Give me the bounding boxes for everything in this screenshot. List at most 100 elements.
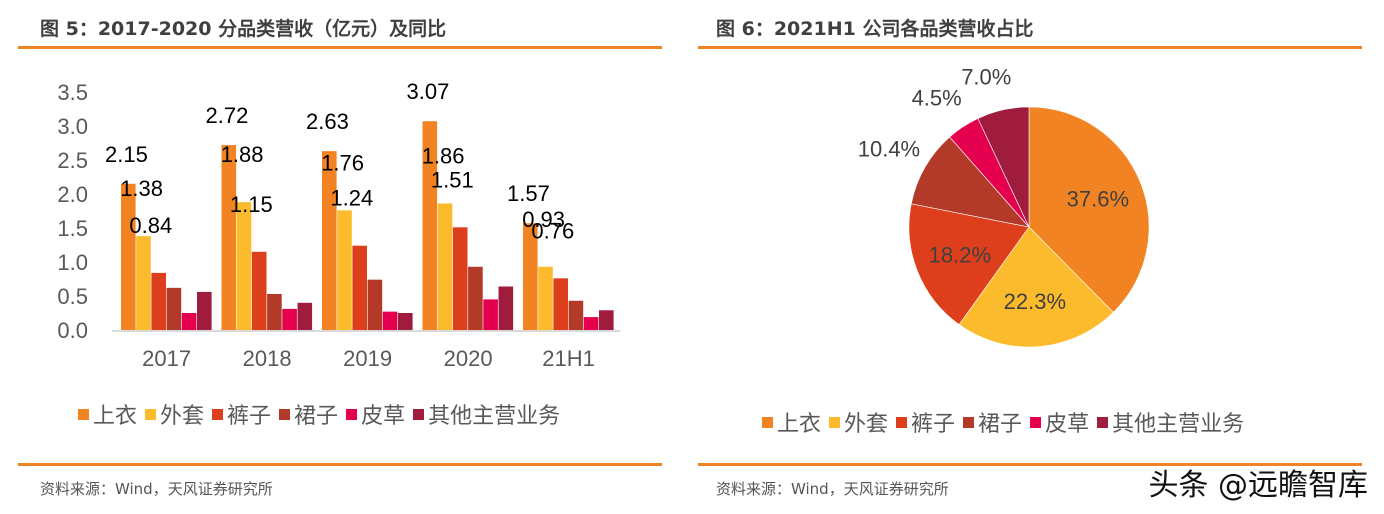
legend-label: 上衣 <box>777 412 822 437</box>
bar-裙子-2019 <box>367 279 383 330</box>
legend-item: 裙子 <box>963 406 1022 438</box>
slice-label: 7.0% <box>961 65 1011 90</box>
bar-其他主营业务-2018 <box>297 302 313 330</box>
data-labels: 2.15 1.38 0.84 2.72 1.88 1.15 2.63 1.76 1.24 3.07… <box>105 79 574 243</box>
bar-裤子-2019 <box>352 245 367 330</box>
legend-swatch <box>896 416 908 428</box>
bar-其他主营业务-21H1 <box>599 310 614 330</box>
pie-chart: 37.6% 22.3% 18.2% 10.4% 4.5%7.0% <box>858 65 1150 348</box>
pie-slice-裤子 <box>908 203 1030 325</box>
slice-label: 10.4% <box>858 136 920 161</box>
legend-swatch <box>1097 416 1109 428</box>
bar-chart-title: 图 5：2017-2020 分品类营收（亿元）及同比 <box>40 18 447 40</box>
watermark: 头条 @远瞻智库 <box>1148 468 1368 503</box>
bar-其他主营业务-2017 <box>197 291 212 330</box>
legend-label: 裤子 <box>227 404 272 429</box>
pie-slice-外套 <box>958 226 1114 348</box>
bar-皮草-2019 <box>382 311 398 330</box>
bar-裙子-2018 <box>267 293 282 330</box>
data-label: 1.76 <box>321 150 364 175</box>
legend-swatch <box>762 416 773 428</box>
bars <box>121 121 614 330</box>
slice-label: 22.3% <box>1004 289 1066 314</box>
bar-外套-2020 <box>437 203 453 330</box>
bar-上衣-21H1 <box>523 223 538 330</box>
bar-裤子-2020 <box>452 227 468 330</box>
bar-chart: 0.0 0.5 1.0 1.5 2.0 2.5 3.0 3.5 2017 2018 2019 202… <box>57 79 621 371</box>
bar-外套-2017 <box>136 236 151 330</box>
legend-item: 裙子 <box>279 398 338 430</box>
bar-chart-panel: 图 5：2017-2020 分品类营收（亿元）及同比 0.0 0.5 1.0 1.5 2… <box>0 0 690 514</box>
bar-外套-2018 <box>236 202 252 330</box>
slice-label: 4.5% <box>912 86 962 111</box>
legend-item: 裤子 <box>212 398 271 430</box>
data-label: 2.63 <box>306 109 349 134</box>
bar-chart-legend: 上衣 外套 裤子 裙子 皮草 其他主营业务 <box>78 398 568 430</box>
legend-swatch <box>413 408 425 420</box>
legend-label: 其他主营业务 <box>428 404 561 429</box>
bar-裤子-2018 <box>251 251 267 330</box>
data-label: 1.57 <box>507 181 550 206</box>
bar-裙子-2020 <box>468 266 483 330</box>
legend-swatch <box>963 416 975 428</box>
legend-item: 其他主营业务 <box>413 398 560 430</box>
footer-rule <box>698 463 1362 466</box>
data-label: 1.86 <box>422 144 465 169</box>
bar-其他主营业务-2020 <box>498 286 514 330</box>
x-axis: 2017 2018 2019 2020 21H1 <box>142 346 595 371</box>
y-tick-label: 1.0 <box>57 250 88 275</box>
source-note: 资料来源：Wind，天风证券研究所 <box>40 480 273 498</box>
y-tick-label: 1.5 <box>57 216 88 241</box>
legend-item: 外套 <box>829 406 888 438</box>
legend-swatch <box>346 408 358 420</box>
legend-label: 上衣 <box>93 404 138 429</box>
title-rule <box>18 46 662 49</box>
data-label: 2.15 <box>105 142 148 167</box>
pie-slice-其他主营业务 <box>977 106 1030 228</box>
x-tick-label: 2019 <box>343 346 392 371</box>
y-tick-label: 0.5 <box>57 284 88 309</box>
footer-rule <box>18 463 662 466</box>
slice-labels: 37.6% 22.3% 18.2% 10.4% 4.5%7.0% <box>858 65 1129 315</box>
source-note: 资料来源：Wind，天风证券研究所 <box>716 480 949 498</box>
legend-swatch <box>145 408 157 420</box>
y-tick-label: 2.0 <box>57 182 88 207</box>
data-label: 1.15 <box>230 192 273 217</box>
bar-上衣-2020 <box>422 121 438 330</box>
legend-item: 外套 <box>145 398 204 430</box>
x-tick-label: 2020 <box>444 346 493 371</box>
bar-裙子-2017 <box>166 287 182 330</box>
data-label: 1.88 <box>221 142 264 167</box>
bar-上衣-2017 <box>121 183 136 330</box>
bar-皮草-2018 <box>282 308 297 330</box>
bar-皮草-21H1 <box>583 317 599 330</box>
legend-item: 上衣 <box>762 406 821 438</box>
legend-item: 皮草 <box>1030 406 1089 438</box>
pie-chart-panel: 图 6：2021H1 公司各品类营收占比 37.6% 22.3% 18.2% 10.4… <box>690 0 1384 514</box>
legend-swatch <box>829 416 841 428</box>
bar-皮草-2020 <box>483 299 498 330</box>
bar-外套-2019 <box>337 210 352 330</box>
title-rule <box>698 46 1362 49</box>
y-tick-label: 3.0 <box>57 114 88 139</box>
legend-label: 裙子 <box>978 412 1023 437</box>
data-label: 3.07 <box>407 79 450 104</box>
slices <box>908 106 1150 348</box>
legend-item: 上衣 <box>78 398 137 430</box>
pie-slice-裙子 <box>910 136 1030 228</box>
data-label: 2.72 <box>206 103 249 128</box>
legend-item: 皮草 <box>346 398 405 430</box>
legend-label: 皮草 <box>361 404 406 429</box>
legend-label: 外套 <box>160 404 205 429</box>
data-label: 1.51 <box>431 167 474 192</box>
legend-label: 裤子 <box>911 412 956 437</box>
bar-裤子-2017 <box>151 272 166 330</box>
data-label: 0.76 <box>531 218 574 243</box>
legend-label: 皮草 <box>1045 412 1090 437</box>
x-tick-label: 2018 <box>243 346 292 371</box>
data-label: 1.24 <box>330 186 373 211</box>
bar-外套-21H1 <box>538 266 553 330</box>
bar-上衣-2019 <box>322 151 337 330</box>
y-tick-label: 2.5 <box>57 148 88 173</box>
x-tick-label: 21H1 <box>542 346 595 371</box>
